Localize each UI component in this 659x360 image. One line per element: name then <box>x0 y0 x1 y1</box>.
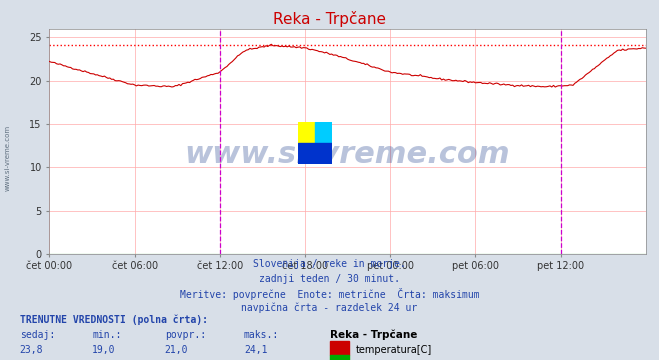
Text: Slovenija / reke in morje.: Slovenija / reke in morje. <box>253 259 406 269</box>
Text: Reka - Trpčane: Reka - Trpčane <box>330 330 417 340</box>
Text: min.:: min.: <box>92 330 122 339</box>
Bar <box>298 122 315 143</box>
Text: 23,8: 23,8 <box>20 345 43 355</box>
Text: 19,0: 19,0 <box>92 345 116 355</box>
Text: maks.:: maks.: <box>244 330 279 339</box>
Text: 21,0: 21,0 <box>165 345 188 355</box>
Text: sedaj:: sedaj: <box>20 330 55 339</box>
Text: Meritve: povprečne  Enote: metrične  Črta: maksimum: Meritve: povprečne Enote: metrične Črta:… <box>180 288 479 300</box>
Text: zadnji teden / 30 minut.: zadnji teden / 30 minut. <box>259 274 400 284</box>
Bar <box>315 122 332 143</box>
Text: Reka - Trpčane: Reka - Trpčane <box>273 11 386 27</box>
Text: navpična črta - razdelek 24 ur: navpična črta - razdelek 24 ur <box>241 302 418 313</box>
Text: 24,1: 24,1 <box>244 345 268 355</box>
Bar <box>315 143 332 164</box>
Text: www.si-vreme.com: www.si-vreme.com <box>5 125 11 192</box>
Bar <box>330 341 349 355</box>
Text: www.si-vreme.com: www.si-vreme.com <box>185 140 511 169</box>
Bar <box>330 355 349 360</box>
Text: povpr.:: povpr.: <box>165 330 206 339</box>
Bar <box>298 143 315 164</box>
Text: temperatura[C]: temperatura[C] <box>356 345 432 355</box>
Text: TRENUTNE VREDNOSTI (polna črta):: TRENUTNE VREDNOSTI (polna črta): <box>20 314 208 325</box>
